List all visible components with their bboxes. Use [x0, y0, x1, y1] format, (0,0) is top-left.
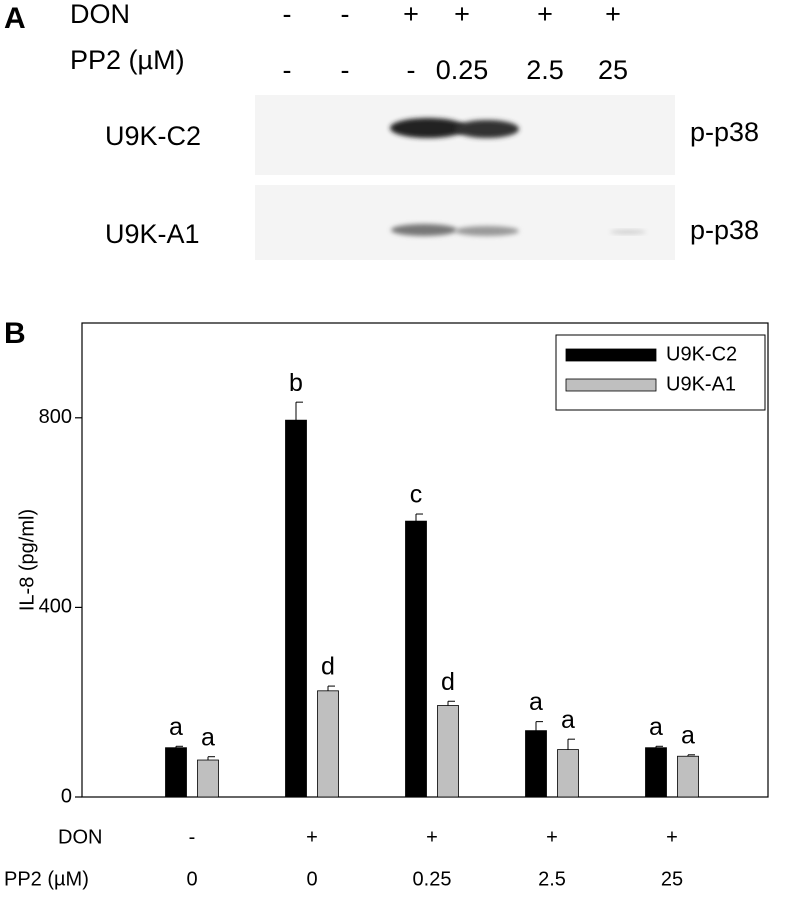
x-tick-label: 0.25 [413, 868, 452, 890]
legend-label: U9K-A1 [666, 373, 736, 395]
x-tick-label: 0 [306, 868, 317, 890]
x-tick-label: + [306, 826, 318, 848]
lane-label: + [403, 0, 419, 29]
blot-band [391, 224, 457, 236]
x-tick-label: - [189, 826, 196, 848]
lane-label: + [537, 0, 553, 29]
significance-letter: a [681, 721, 695, 749]
x-row-label: PP2 (µM) [4, 868, 89, 890]
x-tick-label: + [546, 826, 558, 848]
bar [645, 747, 667, 798]
cell-line-label: U9K-A1 [105, 219, 200, 249]
significance-letter: a [529, 688, 543, 716]
lane-label: - [341, 55, 350, 85]
x-tick-label: + [426, 826, 438, 848]
y-tick-label: 0 [61, 785, 72, 807]
lane-label: - [407, 55, 416, 85]
y-tick-label: 400 [39, 596, 72, 618]
lane-label: - [283, 0, 292, 29]
legend-box [555, 334, 766, 411]
target-label: p-p38 [690, 215, 759, 245]
blot-band [610, 230, 646, 234]
target-label: p-p38 [690, 117, 759, 147]
lane-label: + [454, 0, 470, 29]
blot-band [455, 120, 519, 138]
lane-label: - [283, 55, 292, 85]
lane-label: 0.25 [436, 55, 489, 85]
lane-label: 25 [598, 55, 628, 85]
bar [437, 705, 459, 798]
significance-letter: a [649, 713, 663, 741]
significance-letter: a [169, 713, 183, 741]
panel-label: B [4, 317, 26, 350]
x-row-label: DON [58, 826, 102, 848]
significance-letter: a [561, 706, 575, 734]
legend-label: U9K-C2 [666, 343, 737, 365]
bar [677, 755, 699, 798]
blot-band [455, 226, 519, 236]
significance-letter: d [441, 668, 455, 696]
x-tick-label: 2.5 [538, 868, 566, 890]
lane-label: + [605, 0, 621, 29]
blot-band [390, 118, 466, 138]
significance-letter: d [321, 653, 335, 681]
lane-label: 2.5 [526, 55, 564, 85]
y-tick-label: 800 [39, 406, 72, 428]
cell-line-label: U9K-C2 [105, 121, 201, 151]
significance-letter: c [410, 481, 423, 509]
bar [405, 520, 427, 798]
lane-label: - [341, 0, 350, 29]
x-tick-label: + [666, 826, 678, 848]
bar [525, 730, 547, 798]
bar [317, 690, 339, 798]
legend-swatch [565, 348, 657, 362]
bar [197, 759, 219, 798]
bar [285, 419, 307, 798]
panel-label: A [4, 2, 26, 35]
row-label: DON [70, 0, 130, 29]
x-tick-label: 25 [661, 868, 683, 890]
y-axis-label: IL-8 (pg/ml) [16, 509, 38, 611]
significance-letter: b [289, 369, 303, 397]
legend-swatch [565, 378, 657, 392]
bar [557, 749, 579, 798]
row-label: PP2 (µM) [70, 45, 185, 75]
bar [165, 747, 187, 798]
blot-background [255, 185, 675, 260]
x-tick-label: 0 [186, 868, 197, 890]
significance-letter: a [201, 723, 215, 751]
